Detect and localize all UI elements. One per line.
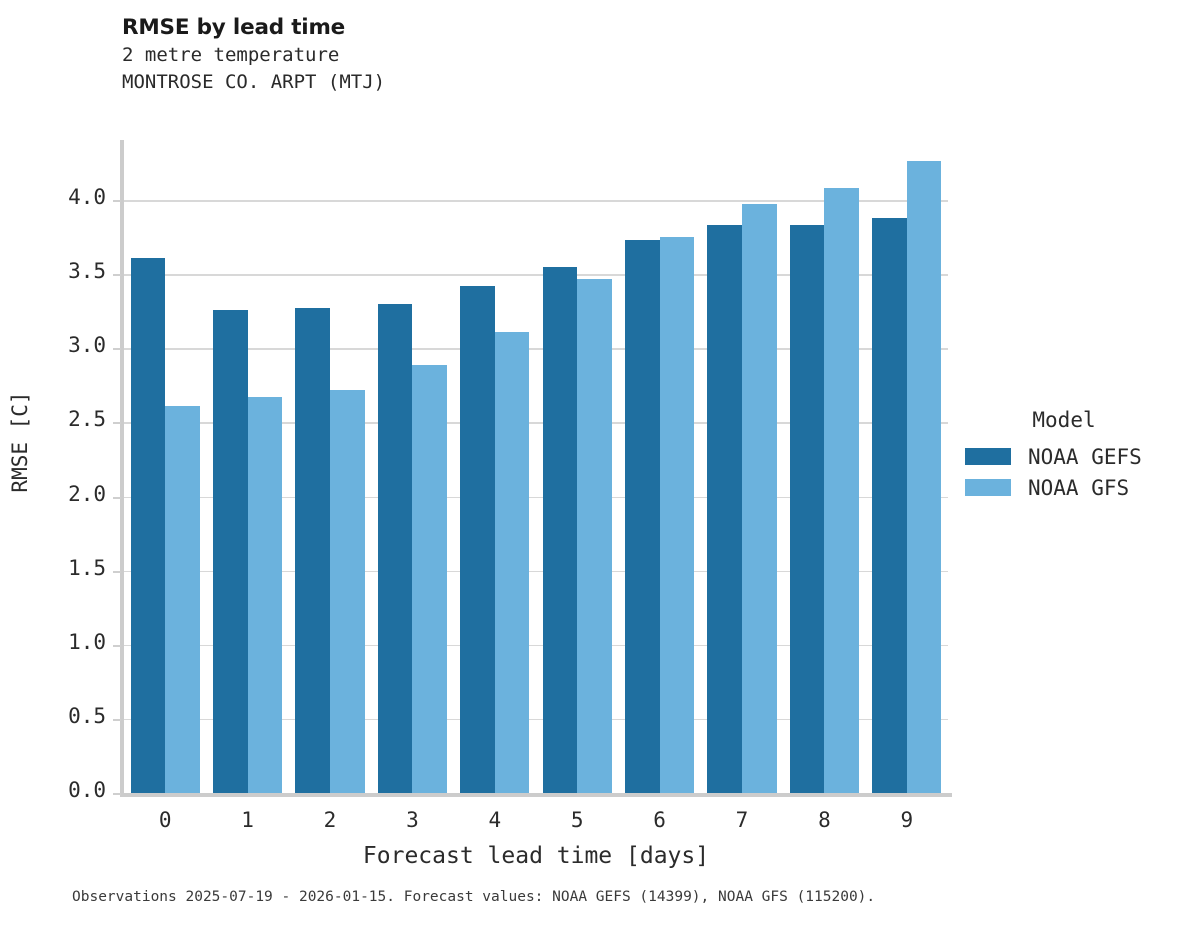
- bar: [742, 204, 777, 793]
- bar: [624, 240, 660, 793]
- gridline: [124, 422, 948, 424]
- y-axis-tick-label: 0.5: [68, 703, 106, 728]
- x-axis-tick-label: 1: [241, 808, 254, 832]
- x-axis-tick-label: 4: [488, 808, 502, 832]
- bar: [872, 217, 907, 793]
- legend-item-label: NOAA GEFS: [1028, 444, 1142, 469]
- bar: [824, 188, 859, 793]
- bar: [906, 161, 942, 793]
- y-axis-tick-mark: [113, 200, 121, 202]
- legend-entries: NOAA GEFS NOAA GFS: [965, 441, 1180, 503]
- chart-header: RMSE by lead time 2 metre temperature MO…: [122, 14, 942, 96]
- x-axis-tick-label: 0: [158, 808, 172, 832]
- gridline: [124, 348, 948, 350]
- y-axis-tick-mark: [113, 422, 121, 425]
- bar: [659, 237, 695, 793]
- bar: [577, 278, 612, 793]
- y-axis-tick-label: 0.0: [68, 778, 106, 802]
- bar: [130, 257, 166, 793]
- chart-station-name: MONTROSE CO. ARPT (MTJ): [122, 71, 386, 93]
- bar: [542, 266, 578, 793]
- bar: [295, 308, 330, 793]
- legend-item[interactable]: NOAA GFS: [965, 472, 1180, 503]
- bar: [494, 331, 530, 793]
- gridline: [124, 570, 948, 573]
- x-axis-tick-label: 6: [653, 808, 666, 832]
- y-axis-tick-labels: 0.0 0.5 1.0 1.5 2.0 2.5 3.0 3.5 4.0: [30, 0, 106, 928]
- x-axis-tick-label: 3: [406, 808, 419, 832]
- x-axis-spine: [120, 793, 952, 797]
- y-axis-label: RMSE [C]: [8, 391, 32, 493]
- x-axis-tick-label: 9: [900, 808, 914, 832]
- y-axis-tick-mark: [113, 348, 121, 351]
- y-axis-tick-label: 3.0: [68, 333, 106, 358]
- bar: [212, 309, 248, 793]
- bar: [707, 225, 742, 793]
- bar: [377, 303, 413, 793]
- bar: [460, 286, 495, 793]
- bar: [412, 364, 447, 793]
- bar: [247, 397, 283, 793]
- gridline: [124, 496, 948, 499]
- footer-note: Observations 2025-07-19 - 2026-01-15. Fo…: [72, 889, 876, 905]
- legend-item[interactable]: NOAA GEFS: [965, 441, 1180, 472]
- y-axis-tick-mark: [113, 570, 121, 573]
- legend-item-label: NOAA GFS: [1028, 475, 1130, 500]
- plot-area: [124, 140, 948, 793]
- bar: [330, 389, 365, 793]
- gridline: [124, 644, 948, 647]
- gridline: [124, 274, 948, 276]
- x-axis-tick-label: 2: [323, 808, 337, 832]
- legend-swatch-icon: [965, 448, 1011, 465]
- y-axis-tick-mark: [113, 274, 121, 277]
- y-axis-spine: [120, 140, 124, 796]
- x-axis-label: Forecast lead time [days]: [362, 843, 710, 869]
- y-axis-tick-label: 1.5: [68, 555, 106, 580]
- legend-swatch-icon: [965, 479, 1011, 496]
- y-axis-tick-label: 1.0: [68, 629, 106, 654]
- y-axis-tick-label: 3.5: [68, 259, 106, 284]
- y-axis-tick-label: 2.0: [68, 481, 106, 506]
- bar: [165, 406, 200, 793]
- y-axis-tick-label: 2.5: [68, 407, 106, 432]
- y-axis-tick-label: 4.0: [68, 185, 106, 209]
- page-title: RMSE by lead time: [122, 15, 346, 40]
- y-axis-tick-mark: [113, 718, 121, 721]
- y-axis-tick-mark: [113, 644, 121, 647]
- y-axis-tick-mark: [113, 496, 121, 499]
- legend: Model NOAA GEFS NOAA GFS: [965, 408, 1180, 503]
- x-axis-tick-label: 5: [570, 808, 584, 832]
- x-axis-tick-label: 8: [818, 808, 831, 832]
- x-axis-tick-label: 7: [735, 808, 749, 832]
- legend-title: Model: [1032, 408, 1096, 432]
- y-axis-tick-mark: [113, 793, 121, 795]
- chart-subtitle: 2 metre temperature: [122, 44, 340, 66]
- gridline: [124, 200, 948, 202]
- gridline: [124, 718, 948, 721]
- bar: [789, 225, 825, 793]
